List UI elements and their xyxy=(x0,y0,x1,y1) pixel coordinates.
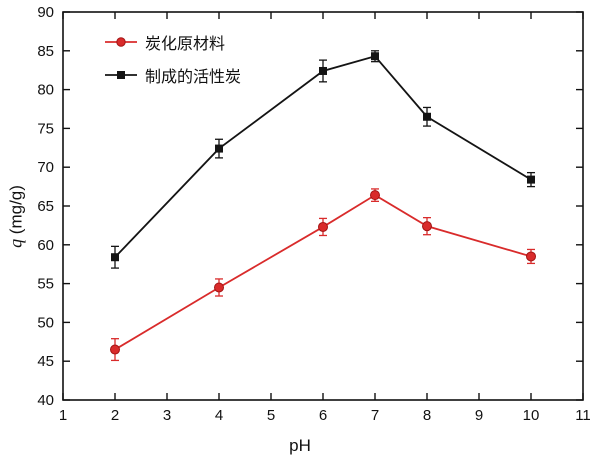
data-point-circle xyxy=(422,221,432,232)
y-axis-variable: q xyxy=(5,238,26,248)
y-tick-label: 75 xyxy=(37,120,54,137)
data-point-square xyxy=(527,175,535,184)
x-tick-label: 8 xyxy=(423,407,431,424)
y-axis-unit: (mg/g) xyxy=(6,185,26,239)
data-point-square xyxy=(111,253,119,262)
x-tick-label: 11 xyxy=(575,407,591,424)
x-tick-label: 1 xyxy=(59,407,67,424)
x-tick-label: 5 xyxy=(267,407,275,424)
y-tick-label: 70 xyxy=(37,159,54,176)
data-point-square xyxy=(371,52,379,61)
y-tick-label: 55 xyxy=(37,276,54,293)
series-line-0 xyxy=(114,194,532,351)
legend-marker-square-icon xyxy=(105,71,137,79)
y-tick-label: 80 xyxy=(37,82,54,99)
y-tick-label: 45 xyxy=(37,353,54,370)
x-tick-label: 9 xyxy=(475,407,483,424)
legend-entry-raw-material: 炭化原材料 xyxy=(104,30,241,54)
data-point-square xyxy=(423,112,431,121)
data-point-circle xyxy=(214,282,224,293)
x-tick-label: 3 xyxy=(163,407,171,424)
legend-label-activated-carbon: 制成的活性炭 xyxy=(145,69,242,86)
series-line-1 xyxy=(114,55,532,258)
y-axis-title: q (mg/g) xyxy=(6,137,27,297)
data-point-square xyxy=(319,66,327,75)
x-tick-label: 10 xyxy=(523,407,540,424)
y-tick-label: 40 xyxy=(37,392,54,409)
legend-label-raw-material: 炭化原材料 xyxy=(145,36,226,53)
y-tick-label: 85 xyxy=(37,43,54,60)
x-axis-title: pH xyxy=(289,436,311,455)
data-point-circle xyxy=(526,251,536,262)
y-tick-label: 65 xyxy=(37,198,54,215)
legend-marker-circle-icon xyxy=(105,37,137,47)
data-point-circle xyxy=(110,344,120,355)
x-tick-label: 7 xyxy=(371,407,379,424)
data-point-circle xyxy=(318,221,328,232)
data-point-circle xyxy=(370,190,380,201)
x-tick-label: 6 xyxy=(319,407,327,424)
y-tick-label: 60 xyxy=(37,237,54,254)
legend-entry-activated-carbon: 制成的活性炭 xyxy=(104,63,241,87)
x-tick-label: 2 xyxy=(111,407,119,424)
chart-legend: 炭化原材料 制成的活性炭 xyxy=(104,30,241,87)
x-tick-label: 4 xyxy=(215,407,223,424)
data-point-square xyxy=(215,144,223,153)
y-tick-label: 90 xyxy=(37,4,54,21)
y-tick-label: 50 xyxy=(37,314,54,331)
